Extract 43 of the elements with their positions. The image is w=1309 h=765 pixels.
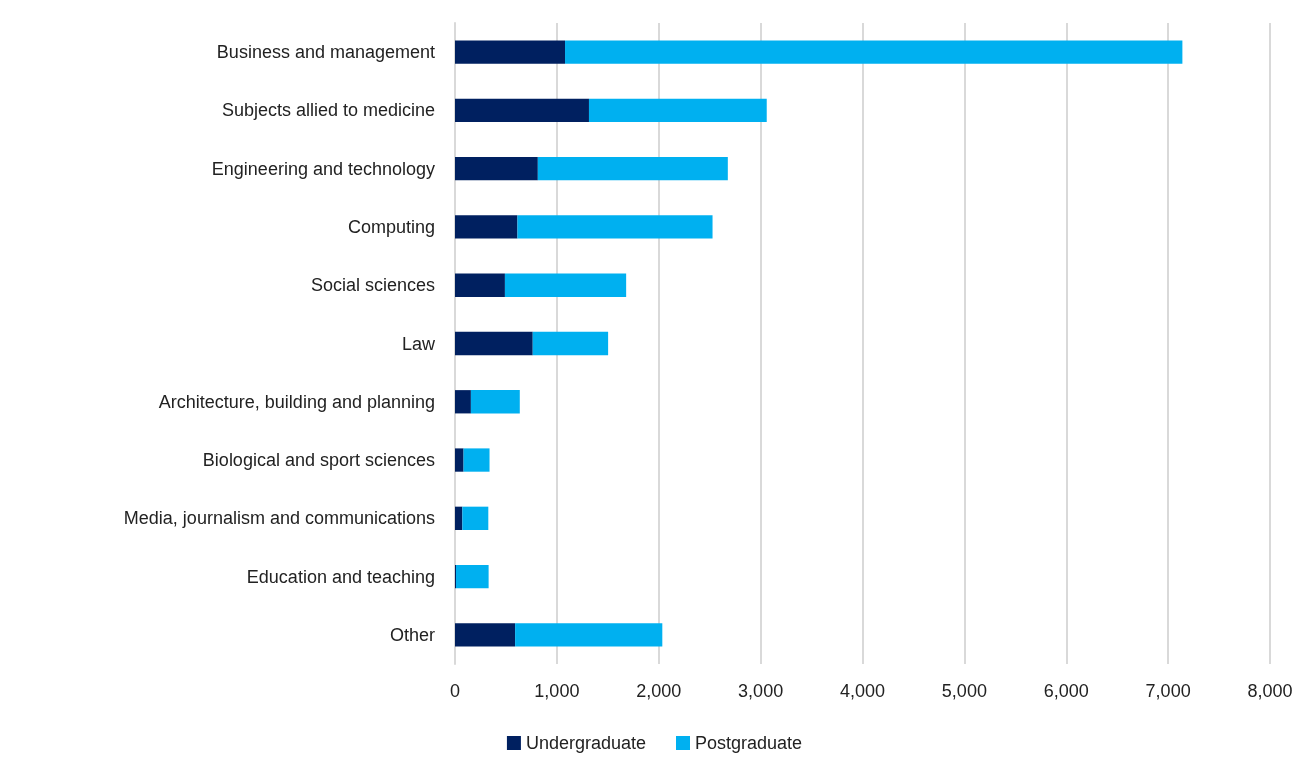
y-tick-label: Education and teaching bbox=[246, 566, 435, 587]
y-tick-label: Subjects allied to medicine bbox=[221, 100, 435, 121]
y-tick-label: Biological and sport sciences bbox=[202, 450, 435, 471]
bar bbox=[455, 215, 518, 239]
bar bbox=[537, 157, 728, 181]
bar bbox=[515, 623, 663, 647]
bar bbox=[455, 506, 463, 530]
y-tick-label: Computing bbox=[347, 216, 435, 237]
x-tick-label: 2,000 bbox=[636, 681, 682, 701]
y-tick-label: Other bbox=[389, 624, 435, 645]
bar bbox=[517, 215, 713, 239]
bar bbox=[455, 390, 471, 414]
x-tick-label: 0 bbox=[449, 681, 461, 701]
bar bbox=[455, 98, 589, 123]
x-tick-label: 8,000 bbox=[1247, 681, 1293, 701]
legend-label: Undergraduate bbox=[525, 733, 647, 753]
x-tick-label: 4,000 bbox=[839, 681, 886, 701]
bar bbox=[455, 157, 538, 181]
y-tick-label: Engineering and technology bbox=[211, 158, 435, 179]
bar bbox=[463, 448, 490, 472]
bar bbox=[565, 40, 1183, 64]
bar bbox=[456, 564, 489, 589]
y-tick-label: Law bbox=[401, 333, 436, 354]
x-tick-label: 3,000 bbox=[738, 681, 784, 701]
bar bbox=[588, 98, 767, 123]
bar bbox=[504, 273, 627, 297]
bar bbox=[455, 623, 516, 647]
legend-label: Postgraduate bbox=[695, 733, 803, 753]
y-tick-label: Architecture, building and planning bbox=[158, 391, 435, 412]
y-tick-label: Media, journalism and communications bbox=[123, 508, 435, 529]
x-tick-label: 5,000 bbox=[941, 681, 987, 701]
bar bbox=[470, 390, 520, 414]
x-tick-label: 6,000 bbox=[1043, 681, 1089, 701]
y-tick-label: Business and management bbox=[216, 42, 435, 63]
x-tick-label: 7,000 bbox=[1145, 681, 1191, 701]
bar bbox=[462, 506, 489, 530]
bar bbox=[532, 331, 609, 356]
bar bbox=[455, 331, 533, 356]
x-tick-label: 1,000 bbox=[534, 681, 580, 701]
bar bbox=[455, 40, 566, 64]
bar bbox=[455, 273, 505, 297]
y-tick-label: Social sciences bbox=[310, 275, 435, 296]
bar bbox=[455, 448, 464, 472]
